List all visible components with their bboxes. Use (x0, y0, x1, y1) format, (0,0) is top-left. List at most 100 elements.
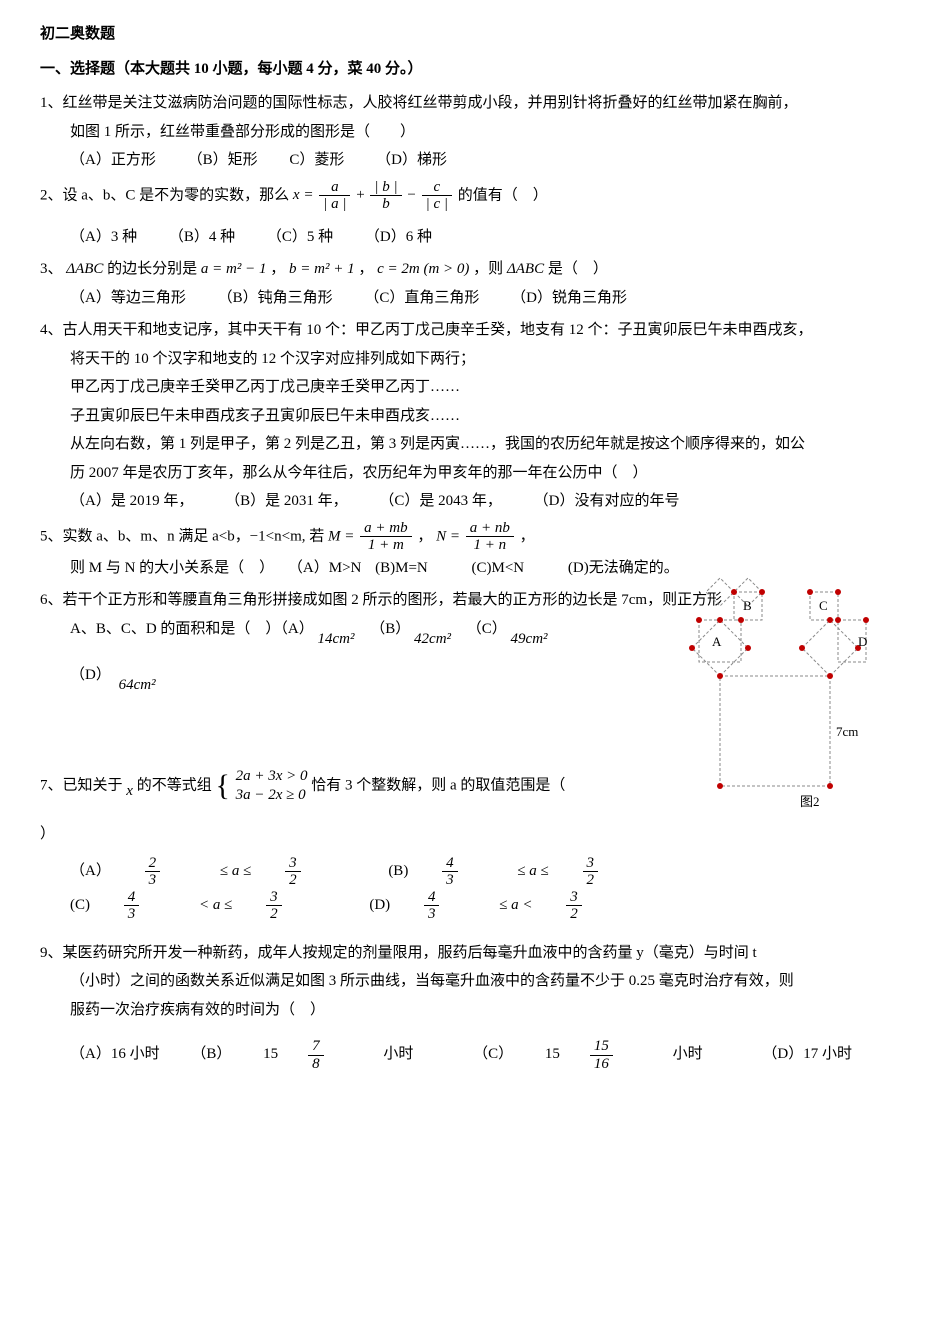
q2-f2-num: | b | (370, 179, 401, 197)
q9-optC-l: （C） (473, 1040, 513, 1069)
q5-tail: ， (520, 528, 535, 544)
q7-row1: 2a + 3x > 0 (236, 767, 308, 787)
q7-C-mid: < a ≤ (199, 891, 232, 920)
question-5: 5、实数 a、b、m、n 满足 a<b，−1<n<m, 若 M = a + mb… (40, 520, 910, 583)
q6-tD: （D） (70, 667, 111, 683)
q2-text-post: 的值有（ ） (458, 187, 548, 203)
q3-abc1: ΔABC (66, 261, 103, 277)
q6-vD: 64cm² (119, 677, 156, 693)
q1-opt-c: C）菱形 (289, 146, 344, 175)
q9-opt-d: （D）17 小时 (762, 1040, 852, 1069)
q9-Bn: 7 (308, 1038, 324, 1056)
question-2: 2、设 a、b、C 是不为零的实数，那么 x = a| a | + | b |b… (40, 179, 910, 252)
q7-A-n2: 3 (285, 855, 301, 873)
q7-post: 恰有 3 个整数解，则 a 的取值范围是（ (311, 777, 565, 793)
q2-f1-num: a (319, 179, 350, 197)
q3-abc2: ΔABC (507, 261, 544, 277)
q7-system: 2a + 3x > 0 3a − 2x ≥ 0 (236, 767, 308, 806)
q5-Nd: 1 + n (466, 537, 514, 554)
q4-opt-d: （D）没有对应的年号 (534, 487, 680, 516)
q4-opt-b: （B）是 2031 年， (225, 487, 348, 516)
q1-line1: 1、红丝带是关注艾滋病防治问题的国际性标志，人胶将红丝带剪成小段，并用别针将折叠… (40, 89, 910, 118)
q6-tB: （B） (370, 621, 410, 637)
question-6: 6、若干个正方形和等腰直角三角形拼接成如图 2 所示的图形，若最大的正方形的边长… (40, 586, 910, 746)
q7-A-mid: ≤ a ≤ (220, 857, 251, 886)
q9-optC-post: 小时 (673, 1040, 703, 1069)
q9-l1: 9、某医药研究所开发一种新药，成年人按规定的剂量限用，服药后每毫升血液中的含药量… (40, 939, 910, 968)
q7-optD-label: (D) (369, 891, 390, 920)
q5-opt-c: (C)M<N (472, 560, 525, 576)
fig2-label-B: B (743, 598, 752, 613)
q2-opt-b: （B）4 种 (169, 223, 235, 252)
figure-2: A B C D 7cm 图2 (680, 586, 870, 827)
fig2-label-D: D (858, 634, 867, 649)
q7-B-d2: 2 (583, 872, 599, 889)
q9-optB-l: （B） (191, 1040, 231, 1069)
q9-l2: （小时）之间的函数关系近似满足如图 3 所示曲线，当每毫升血液中的含药量不少于 … (40, 967, 910, 996)
q7-B-d1: 3 (442, 872, 458, 889)
q2-f3-den: | c | (422, 196, 452, 213)
q7-C-d1: 3 (124, 906, 140, 923)
q4-l3: 甲乙丙丁戊己庚辛壬癸甲乙丙丁戊己庚辛壬癸甲乙丙丁…… (40, 373, 910, 402)
q4-l2: 将天干的 10 个汉字和地支的 12 个汉字对应排列成如下两行； (40, 345, 910, 374)
q7-pre: 7、已知关于 (40, 777, 126, 793)
q2-opt-a: （A）3 种 (70, 223, 137, 252)
q6-vC: 49cm² (511, 631, 548, 647)
q7-B-n1: 4 (442, 855, 458, 873)
question-1: 1、红丝带是关注艾滋病防治问题的国际性标志，人胶将红丝带剪成小段，并用别针将折叠… (40, 89, 910, 175)
q3-label: 3、 (40, 261, 63, 277)
q2-f2-den: b (370, 196, 401, 213)
q9-Cd: 16 (590, 1056, 613, 1073)
q9-optB-post: 小时 (383, 1040, 413, 1069)
q9-l3: 服药一次治疗疾病有效的时间为（ ） (40, 996, 910, 1025)
q7-A-d1: 3 (145, 872, 161, 889)
q2-opt-c: （C）5 种 (267, 223, 333, 252)
q7-optB-label: (B) (388, 857, 408, 886)
q9-optC-pre: 15 (545, 1040, 560, 1069)
q5-pre: 5、实数 a、b、m、n 满足 a<b，−1<n<m, 若 (40, 528, 328, 544)
q5-mid: ， (417, 528, 436, 544)
q7-row2: 3a − 2x ≥ 0 (236, 786, 308, 806)
q2-f3-num: c (422, 179, 452, 197)
q5-opt-d: (D)无法确定的。 (568, 560, 679, 576)
q1-opt-d: （D）梯形 (376, 146, 447, 175)
q5-l2: 则 M 与 N 的大小关系是（ ） (70, 560, 274, 576)
q3-e1: a = m² − 1 (201, 261, 267, 277)
q7-D-n2: 3 (566, 889, 582, 907)
q5-Nn: a + nb (466, 520, 514, 538)
q3-e3: c = 2m (m > 0) (377, 261, 469, 277)
q4-l5: 从左向右数，第 1 列是甲子，第 2 列是乙丑，第 3 列是丙寅……，我国的农历… (40, 430, 910, 459)
q5-Md: 1 + m (360, 537, 411, 554)
left-brace-icon: { (215, 766, 229, 806)
q7-B-mid: ≤ a ≤ (517, 857, 548, 886)
q3-opt-b: （B）钝角三角形 (218, 284, 333, 313)
q3-c2: ， (358, 261, 373, 277)
q3-t4: 是（ ） (548, 261, 608, 277)
question-4: 4、古人用天干和地支记序，其中天干有 10 个：甲乙丙丁戊己庚辛壬癸，地支有 1… (40, 316, 910, 516)
q5-opt-b: (B)M=N (375, 560, 428, 576)
q7-x: x (126, 783, 133, 799)
q9-optB-pre: 15 (263, 1040, 278, 1069)
q6-vB: 42cm² (414, 631, 451, 647)
q2-expr: x = a| a | + | b |b − c| c | (293, 187, 458, 203)
q9-Cn: 15 (590, 1038, 613, 1056)
q3-t3: ，则 (473, 261, 507, 277)
q6-l2-pre: A、B、C、D 的面积和是（ ）（A） (70, 621, 314, 637)
q3-opt-c: （C）直角三角形 (364, 284, 479, 313)
figure-2-svg: A B C D 7cm 图2 (680, 586, 870, 816)
q3-c1: ， (270, 261, 285, 277)
q1-opt-a: （A）正方形 (70, 146, 156, 175)
section-1-heading: 一、选择题（本大题共 10 小题，每小题 4 分，菜 40 分。） (40, 55, 910, 84)
q5-M-eq: M = (328, 528, 358, 544)
q7-C-n1: 4 (124, 889, 140, 907)
q7-A-n1: 2 (145, 855, 161, 873)
question-9: 9、某医药研究所开发一种新药，成年人按规定的剂量限用，服药后每毫升血液中的含药量… (40, 939, 910, 1073)
q4-l6: 历 2007 年是农历丁亥年，那么从今年往后，农历纪年为甲亥年的那一年在公历中（… (40, 459, 910, 488)
q7-D-mid: ≤ a < (499, 891, 532, 920)
q7-opt-a: （A） 23 ≤ a ≤ 32 (70, 855, 357, 889)
q7-B-n2: 3 (583, 855, 599, 873)
q3-opt-a: （A）等边三角形 (70, 284, 186, 313)
q4-opt-c: （C）是 2043 年， (379, 487, 502, 516)
q4-opt-a: （A）是 2019 年， (70, 487, 193, 516)
q7-opt-d: (D) 43 ≤ a < 32 (369, 889, 637, 923)
